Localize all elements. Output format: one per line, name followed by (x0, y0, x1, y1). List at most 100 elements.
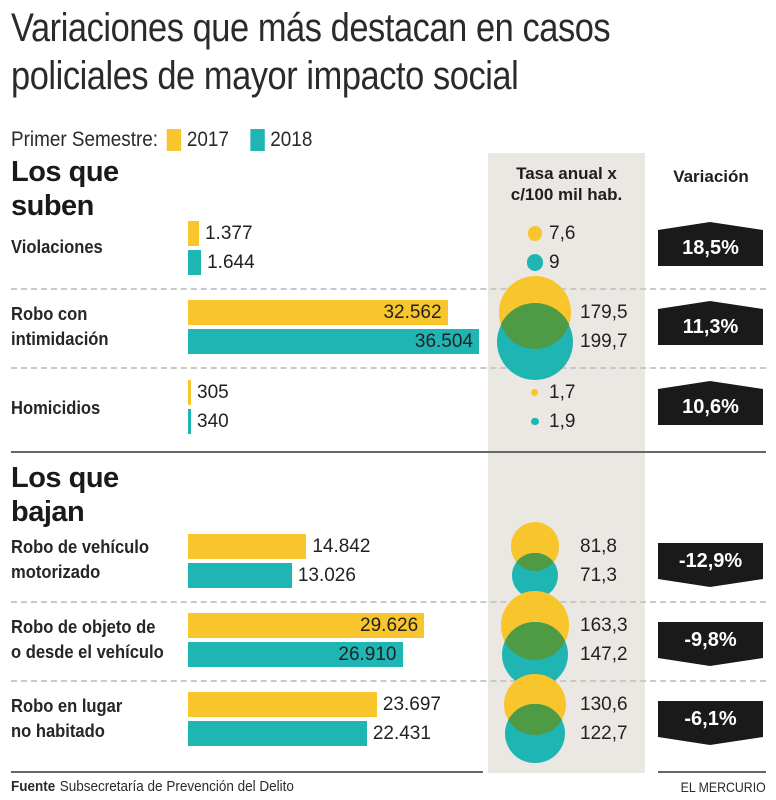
row-divider (11, 680, 766, 682)
category-label-line: Robo en lugar (11, 696, 123, 716)
section-down-line-1: Los que (11, 462, 119, 494)
rate-value-2017: 163,3 (580, 615, 628, 636)
bar-2017 (188, 300, 448, 325)
source-label: Fuente (11, 778, 56, 795)
rate-circle-2018 (526, 254, 544, 271)
section-title-down: Los que bajan (11, 461, 119, 529)
category-label: Robo de vehículo motorizado (11, 535, 149, 585)
bar-value-2018: 22.431 (372, 723, 431, 744)
legend-swatch-2017 (167, 129, 182, 151)
rate-circle-overlap-fill (502, 621, 568, 660)
section-up-line-1: Los que (11, 156, 119, 188)
bar-2017 (188, 534, 307, 559)
variation-value: 11,3% (682, 316, 739, 338)
badge-shape (658, 381, 763, 425)
bar-value-2017: 14.842 (312, 536, 371, 557)
footer-rule-right (658, 771, 766, 773)
rate-value-2018: 9 (549, 252, 560, 273)
footer-rule-left (11, 771, 483, 773)
category-label-line: intimidación (11, 329, 109, 349)
rate-header-line-2: c/100 mil hab. (510, 185, 623, 204)
row-divider (11, 601, 766, 603)
variation-column-header: Variación (673, 167, 749, 186)
arrow-up-icon (658, 301, 763, 345)
title-line-1: Variaciones que más destacan en casos (11, 6, 611, 50)
bar-value-2018: 36.504 (414, 331, 473, 352)
category-label-line: motorizado (11, 562, 101, 582)
bar-2018 (188, 409, 191, 434)
variation-badge-up: 18,5% (658, 222, 763, 266)
rate-value-2017: 179,5 (580, 302, 628, 323)
arrow-down-icon (658, 701, 763, 745)
variation-badge-down: -12,9% (658, 543, 763, 587)
category-label: Robo con intimidación (11, 302, 109, 352)
chart-title: Variaciones que más destacan en casos po… (11, 4, 611, 100)
category-label: Robo de objeto de o desde el vehículo (11, 615, 164, 665)
rate-value-2017: 1,7 (549, 382, 576, 403)
category-label: Robo en lugar no habitado (11, 694, 122, 744)
row-divider (11, 367, 766, 369)
category-label-line: Violaciones (11, 236, 103, 257)
rate-circle-overlap (504, 674, 565, 736)
rate-value-2018: 199,7 (580, 331, 628, 352)
bar-2017 (188, 221, 199, 246)
rate-circle-overlap-fill (512, 552, 558, 571)
badge-shape (658, 543, 763, 587)
brand-name: EL MERCURIO (680, 779, 766, 795)
bar-2017 (188, 380, 191, 405)
bar-value-2017: 1.377 (204, 223, 253, 244)
bar-value-2018: 26.910 (338, 644, 397, 665)
category-label-line: no habitado (11, 721, 105, 741)
category-label-line: Robo de objeto de (11, 617, 156, 637)
bar-value-2017: 32.562 (383, 302, 442, 323)
section-title-up: Los que suben (11, 155, 119, 223)
rate-value-2018: 147,2 (580, 644, 628, 665)
row-divider (11, 288, 766, 290)
legend-prefix: Primer Semestre: (11, 128, 159, 151)
section-divider (11, 451, 766, 453)
variation-value: -6,1% (684, 708, 737, 730)
bar-value-2017: 29.626 (360, 615, 419, 636)
rate-circle-overlap-fill (498, 303, 572, 349)
category-label-line: Robo con (11, 304, 88, 324)
legend: Primer Semestre: 2017 2018 (11, 125, 325, 155)
legend-label-2018: 2018 (270, 128, 313, 151)
bar-value-2018: 13.026 (297, 565, 356, 586)
section-up-line-2: suben (11, 190, 94, 222)
category-label: Violaciones (11, 235, 103, 260)
variation-badge-up: 11,3% (658, 301, 763, 345)
badge-shape (658, 701, 763, 745)
bar-value-2018: 1.644 (207, 252, 255, 273)
variation-value: 18,5% (682, 237, 739, 259)
rate-value-2017: 130,6 (580, 694, 628, 715)
rate-circle-2017 (527, 226, 543, 241)
legend-label-2017: 2017 (186, 128, 229, 151)
variation-value: 10,6% (682, 396, 739, 418)
rate-header-line-1: Tasa anual x (516, 164, 617, 183)
rate-value-2018: 1,9 (549, 411, 576, 432)
bar-value-2017: 23.697 (382, 694, 442, 715)
category-label: Homicidios (11, 396, 100, 421)
rate-value-2017: 81,8 (580, 536, 617, 557)
variation-value: -12,9% (678, 550, 743, 572)
rate-circle-overlap (511, 522, 560, 571)
variation-value: -9,8% (684, 629, 737, 651)
title-line-2: policiales de mayor impacto social (11, 54, 519, 98)
rate-column-header: Tasa anual x c/100 mil hab. (488, 163, 645, 205)
rate-circle-2017 (531, 388, 539, 396)
category-label-line: Homicidios (11, 397, 101, 418)
bar-2018 (188, 329, 479, 354)
rate-value-2018: 71,3 (580, 565, 617, 586)
source-text: Subsecretaría de Prevención del Delito (59, 778, 294, 795)
badge-shape (658, 222, 763, 266)
rate-circle-2018 (531, 417, 539, 426)
arrow-up-icon (658, 222, 763, 266)
arrow-up-icon (658, 381, 763, 425)
bar-2017 (188, 692, 377, 717)
rate-value-2017: 7,6 (549, 223, 576, 244)
bar-value-2018: 340 (197, 411, 229, 432)
arrow-down-icon (658, 543, 763, 587)
variation-badge-down: -9,8% (658, 622, 763, 666)
badge-shape (658, 622, 763, 666)
footer-source: Fuente Subsecretaría de Prevención del De… (11, 778, 294, 795)
